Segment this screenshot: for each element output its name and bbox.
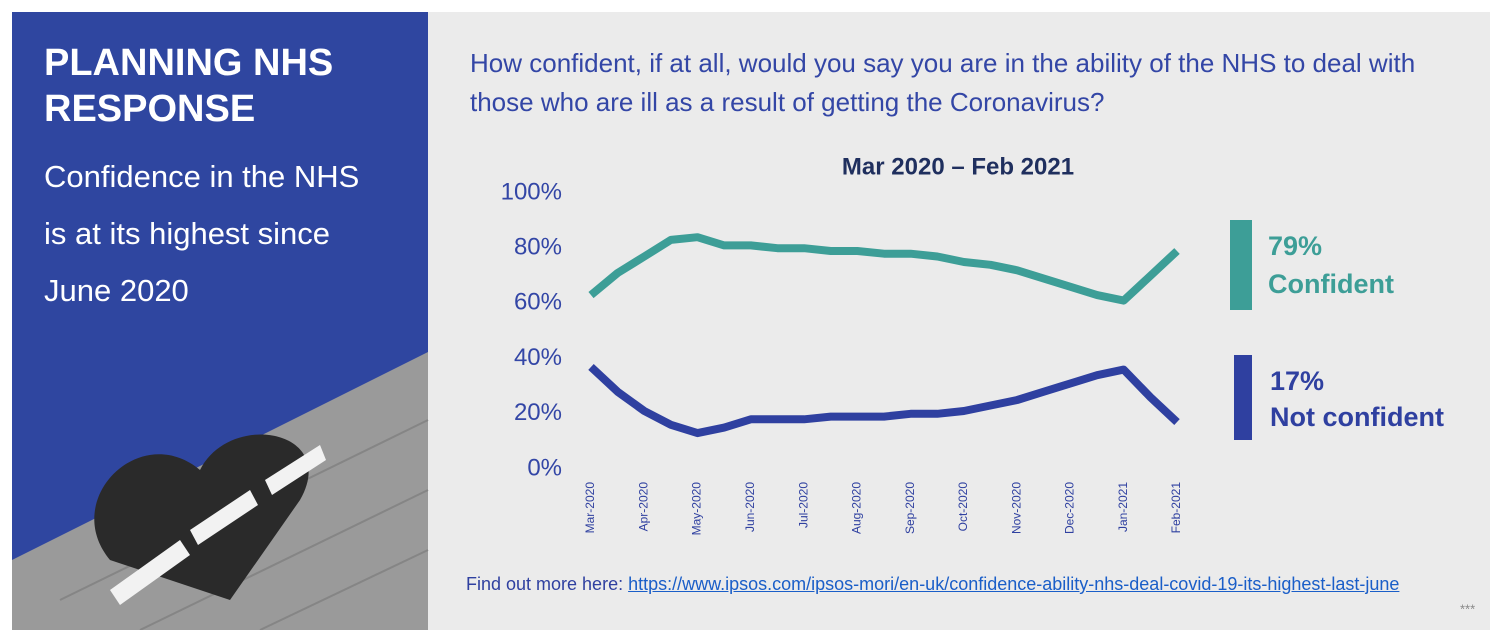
heading: PLANNING NHS RESPONSE bbox=[44, 42, 334, 130]
x-tick-label: Mar-2020 bbox=[583, 482, 597, 534]
line bbox=[588, 363, 1180, 438]
value-label: 17% bbox=[1270, 366, 1324, 396]
line bbox=[588, 233, 1180, 305]
x-tick-label: May-2020 bbox=[690, 482, 704, 536]
legend-swatch bbox=[1230, 220, 1252, 310]
y-tick-label: 40% bbox=[514, 344, 562, 371]
x-tick-label: Oct-2020 bbox=[956, 482, 970, 532]
x-tick-label: Nov-2020 bbox=[1009, 482, 1023, 534]
y-tick-label: 20% bbox=[514, 399, 562, 426]
y-tick-label: 100% bbox=[501, 178, 562, 205]
legend-label: Not confident bbox=[1270, 402, 1444, 432]
chart-title: Mar 2020 – Feb 2021 bbox=[842, 153, 1074, 180]
subheading: Confidence in the NHS is at its highest … bbox=[44, 159, 360, 308]
footer: Find out more here: https://www.ipsos.co… bbox=[466, 571, 1406, 597]
legend-label: Confident bbox=[1268, 269, 1394, 299]
nhs-logo bbox=[110, 445, 326, 605]
x-tick-label: Apr-2020 bbox=[636, 482, 650, 532]
x-tick-label: Jul-2020 bbox=[796, 482, 810, 528]
value-label: 79% bbox=[1268, 231, 1322, 261]
y-tick-label: 80% bbox=[514, 234, 562, 261]
y-tick-label: 0% bbox=[527, 454, 562, 481]
x-tick-label: Sep-2020 bbox=[903, 482, 917, 534]
x-tick-label: Feb-2021 bbox=[1169, 482, 1183, 534]
heart bbox=[94, 434, 309, 600]
legend-swatch bbox=[1234, 355, 1252, 440]
y-tick-label: 60% bbox=[514, 289, 562, 316]
x-tick-label: Dec-2020 bbox=[1063, 482, 1077, 534]
x-tick-label: Aug-2020 bbox=[850, 482, 864, 534]
footer-link[interactable]: https://www.ipsos.com/ipsos-mori/en-uk/c… bbox=[628, 574, 1400, 594]
content-panel bbox=[428, 12, 1490, 630]
question: How confident, if at all, would you say … bbox=[470, 48, 1416, 117]
x-tick-label: Jun-2020 bbox=[743, 482, 757, 532]
x-tick-label: Jan-2021 bbox=[1116, 482, 1130, 532]
footer-text: Find out more here: bbox=[466, 574, 624, 594]
footnote: *** bbox=[1460, 601, 1475, 616]
